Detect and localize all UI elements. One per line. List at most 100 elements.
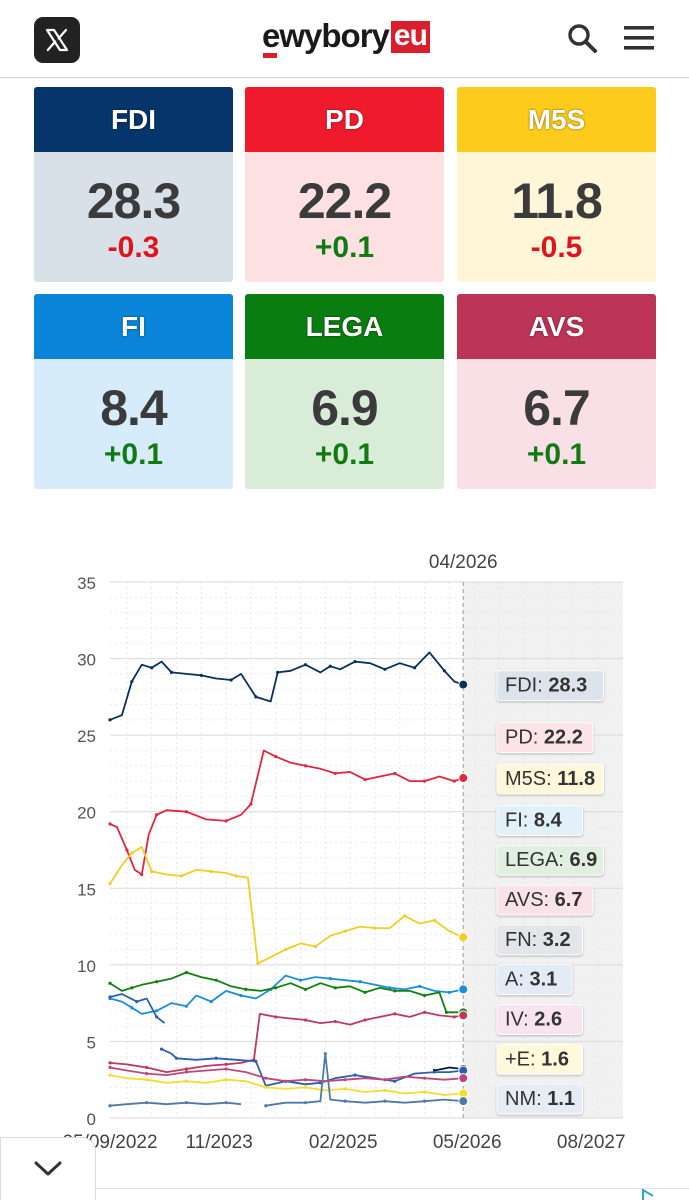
- series-point: [264, 1104, 268, 1108]
- series-point: [413, 666, 417, 670]
- series-line-m5s: [109, 845, 464, 965]
- series-point: [184, 1067, 189, 1071]
- party-name: LEGA: [245, 294, 444, 359]
- y-tick-label: 20: [77, 804, 96, 823]
- series-point: [422, 1090, 427, 1094]
- series-label-bg: [496, 1043, 583, 1075]
- chevron-down-icon: [34, 1161, 62, 1176]
- series-point: [209, 1000, 213, 1004]
- y-tick-label: 10: [77, 957, 96, 976]
- menu-button[interactable]: [622, 22, 656, 56]
- ad-choices-icon[interactable]: [640, 1188, 656, 1200]
- series-label-text: PD: 22.2: [505, 727, 583, 749]
- series-point: [274, 754, 278, 759]
- series-point: [108, 822, 112, 826]
- search-button[interactable]: [566, 22, 600, 56]
- series-end-marker: [458, 1096, 469, 1107]
- party-card-m5s[interactable]: M5S 11.8 -0.5: [457, 87, 656, 282]
- series-point: [239, 993, 243, 998]
- series-point: [432, 1070, 437, 1074]
- series-point: [224, 1067, 228, 1071]
- series-point: [155, 1009, 159, 1013]
- logo-accent-bar: [263, 53, 277, 58]
- series-point: [179, 874, 184, 878]
- series-point: [363, 1018, 367, 1022]
- series-label: FN: 3.2: [496, 924, 583, 956]
- series-point: [155, 980, 159, 984]
- series-point: [353, 660, 357, 664]
- series-label-bg: [496, 884, 594, 916]
- site-header: ewybory eu: [0, 0, 689, 78]
- series-point: [140, 872, 144, 877]
- party-name: FI: [34, 294, 233, 359]
- series-point: [422, 779, 427, 783]
- series-label: A: 3.1: [496, 964, 573, 996]
- series-point: [284, 947, 288, 952]
- party-name: FDI: [34, 87, 233, 152]
- series-point: [422, 993, 427, 998]
- series-point: [108, 995, 112, 999]
- series-point: [444, 1010, 448, 1014]
- y-tick-label: 15: [77, 880, 96, 899]
- series-point: [343, 1099, 347, 1103]
- party-card-pd[interactable]: PD 22.2 +0.1: [245, 87, 444, 282]
- series-point: [264, 1076, 268, 1080]
- x-logo-button[interactable]: [34, 17, 80, 63]
- series-point: [313, 944, 317, 949]
- party-card-body: 8.4 +0.1: [34, 359, 233, 489]
- x-tick-label: 11/2023: [186, 1132, 253, 1153]
- series-label-text: FI: 8.4: [505, 809, 563, 831]
- party-card-fi[interactable]: FI 8.4 +0.1: [34, 294, 233, 489]
- series-label-bg: [496, 1083, 583, 1115]
- series-point: [150, 666, 154, 670]
- series-point: [363, 990, 367, 995]
- party-card-body: 6.9 +0.1: [245, 359, 444, 489]
- series-point: [276, 670, 280, 674]
- series-label-text: FN: 3.2: [505, 929, 571, 951]
- party-card-body: 22.2 +0.1: [245, 152, 444, 282]
- series-point: [130, 1006, 134, 1010]
- series-point: [184, 1079, 189, 1083]
- series-point: [333, 771, 337, 776]
- party-card-lega[interactable]: LEGA 6.9 +0.1: [245, 294, 444, 489]
- party-card-fdi[interactable]: FDI 28.3 -0.3: [34, 87, 233, 282]
- series-label-text: LEGA: 6.9: [505, 849, 597, 871]
- series-end-marker: [458, 1073, 469, 1084]
- series-point: [303, 1101, 308, 1105]
- series-point: [150, 869, 154, 874]
- series-label-text: M5S: 11.8: [505, 768, 595, 790]
- series-label-text: A: 3.1: [505, 969, 557, 991]
- y-tick-label: 5: [87, 1033, 96, 1052]
- series-label: AVS: 6.7: [496, 884, 594, 916]
- party-change: -0.5: [530, 231, 583, 264]
- party-card-avs[interactable]: AVS 6.7 +0.1: [457, 294, 656, 489]
- series-line-a: [109, 993, 166, 1024]
- series-label-bg: [496, 763, 604, 795]
- collapse-toggle-button[interactable]: [0, 1137, 96, 1200]
- series-point: [323, 1052, 327, 1056]
- party-change: -0.3: [107, 231, 160, 264]
- series-point: [452, 1015, 456, 1019]
- series-line-nm: [109, 1101, 242, 1107]
- series-point: [363, 777, 367, 782]
- series-label-text: AVS: 6.7: [505, 889, 582, 911]
- series-point: [358, 980, 362, 984]
- series-point: [303, 663, 308, 667]
- series-end-marker: [458, 1010, 469, 1021]
- site-logo[interactable]: ewybory eu: [262, 18, 430, 58]
- series-line-fi: [109, 974, 464, 1015]
- series-point: [383, 1088, 387, 1093]
- series-point: [256, 961, 260, 965]
- series-point: [383, 1078, 387, 1082]
- series-point: [169, 670, 174, 674]
- series-point: [130, 986, 134, 990]
- party-value: 28.3: [86, 173, 181, 229]
- y-tick-label: 35: [77, 574, 96, 593]
- party-value: 22.2: [297, 173, 392, 229]
- series-label: NM: 1.1: [496, 1083, 583, 1115]
- series-end-marker: [458, 773, 469, 784]
- series-label-text: IV: 2.6: [505, 1008, 562, 1030]
- series-point: [135, 1000, 139, 1004]
- series-point: [343, 1078, 347, 1082]
- series-label-text: NM: 1.1: [505, 1088, 575, 1110]
